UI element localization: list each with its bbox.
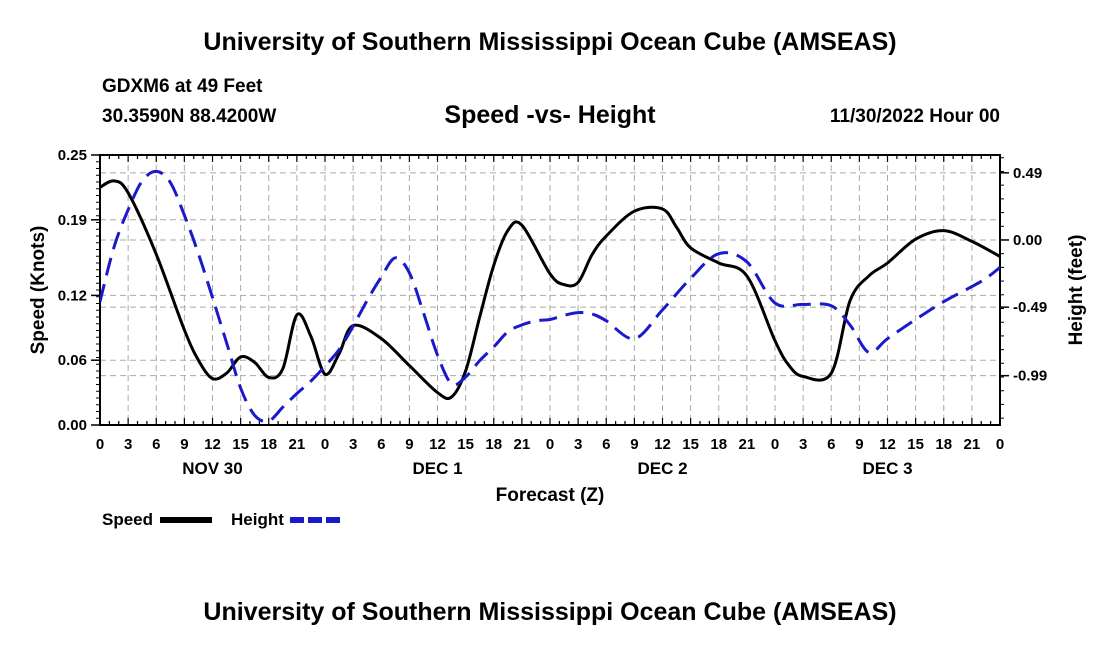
y2-tick-label: 0.49 bbox=[1013, 165, 1042, 182]
x-tick-label: 3 bbox=[574, 436, 582, 453]
x-tick-label: 9 bbox=[405, 436, 413, 453]
legend-label-speed: Speed bbox=[102, 510, 153, 529]
chart-title: University of Southern Mississippi Ocean… bbox=[203, 28, 897, 56]
x-tick-label: 15 bbox=[907, 436, 924, 453]
x-tick-label: 6 bbox=[377, 436, 385, 453]
x-tick-label: 15 bbox=[232, 436, 249, 453]
y-tick-label: 0.19 bbox=[58, 212, 87, 229]
x-tick-label: 21 bbox=[289, 436, 306, 453]
axis-labels: 0 3 6 9 12 15 18 21 0 3 6 9 12 15 18 21 0 3 6 9 12 15 18 21 0 3 6 9… bbox=[28, 147, 1087, 506]
x-tick-label: 12 bbox=[204, 436, 221, 453]
x-tick-label: 3 bbox=[124, 436, 132, 453]
y-axis-label: Speed (Knots) bbox=[28, 226, 49, 355]
x-tick-label: 21 bbox=[514, 436, 531, 453]
series-lines bbox=[100, 169, 1000, 423]
x-tick-label: 21 bbox=[964, 436, 981, 453]
y-tick-label: 0.00 bbox=[58, 417, 87, 434]
series-line-speed bbox=[100, 179, 1000, 400]
x-tick-label: 6 bbox=[827, 436, 835, 453]
x-tick-label: 0 bbox=[96, 436, 104, 453]
forecast-date: 11/30/2022 Hour 00 bbox=[829, 106, 1000, 127]
x-tick-label: 12 bbox=[429, 436, 446, 453]
day-label: NOV 30 bbox=[182, 459, 242, 478]
y2-tick-label: 0.00 bbox=[1013, 232, 1042, 249]
x-tick-label: 0 bbox=[546, 436, 554, 453]
y2-tick-label: -0.99 bbox=[1013, 368, 1047, 385]
day-label: DEC 2 bbox=[637, 459, 687, 478]
x-tick-label: 3 bbox=[349, 436, 357, 453]
x-tick-label: 9 bbox=[630, 436, 638, 453]
x-tick-label: 15 bbox=[682, 436, 699, 453]
x-tick-label: 21 bbox=[739, 436, 756, 453]
y2-tick-label: -0.49 bbox=[1013, 299, 1047, 316]
grid-lines bbox=[100, 155, 1000, 425]
chart-subtitle: Speed -vs- Height bbox=[444, 101, 656, 129]
series-line-height bbox=[100, 169, 1000, 423]
legend-label-height: Height bbox=[231, 510, 284, 529]
x-tick-label: 9 bbox=[855, 436, 863, 453]
legend: Speed Height bbox=[102, 510, 342, 529]
x-axis-label: Forecast (Z) bbox=[496, 485, 605, 506]
x-tick-label: 0 bbox=[321, 436, 329, 453]
y-tick-label: 0.12 bbox=[58, 287, 87, 304]
x-tick-label: 3 bbox=[799, 436, 807, 453]
footer-title: University of Southern Mississippi Ocean… bbox=[203, 598, 897, 626]
x-tick-label: 0 bbox=[996, 436, 1004, 453]
y2-axis-label: Height (feet) bbox=[1066, 235, 1087, 346]
x-tick-label: 0 bbox=[771, 436, 779, 453]
axes bbox=[91, 154, 1009, 426]
x-tick-label: 6 bbox=[152, 436, 160, 453]
x-tick-label: 12 bbox=[879, 436, 896, 453]
x-tick-label: 9 bbox=[180, 436, 188, 453]
day-label: DEC 3 bbox=[862, 459, 912, 478]
x-tick-label: 18 bbox=[260, 436, 277, 453]
coordinates-label: 30.3590N 88.4200W bbox=[102, 106, 277, 127]
x-tick-label: 15 bbox=[457, 436, 474, 453]
y-tick-label: 0.06 bbox=[58, 352, 87, 369]
x-tick-label: 18 bbox=[485, 436, 502, 453]
x-tick-label: 18 bbox=[710, 436, 727, 453]
x-tick-label: 18 bbox=[935, 436, 952, 453]
y-tick-label: 0.25 bbox=[58, 147, 87, 164]
x-tick-label: 12 bbox=[654, 436, 671, 453]
station-label: GDXM6 at 49 Feet bbox=[102, 76, 263, 97]
day-label: DEC 1 bbox=[412, 459, 462, 478]
x-tick-label: 6 bbox=[602, 436, 610, 453]
